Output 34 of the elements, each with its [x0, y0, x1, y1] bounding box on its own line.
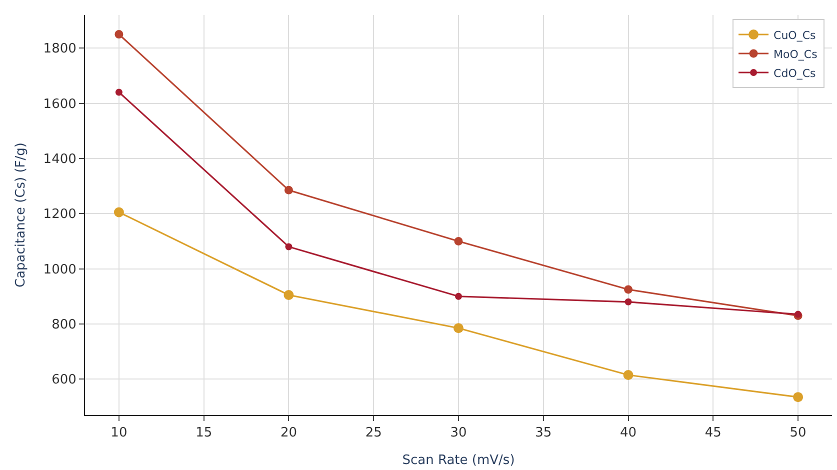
x-tick-label: 45	[704, 426, 722, 441]
legend-label: MoO_Cs	[774, 48, 818, 61]
point	[624, 285, 633, 294]
point	[114, 30, 124, 39]
legend-label: CdO_Cs	[774, 66, 816, 80]
y-axis-title: Capacitance (Cs) (F/g)	[13, 142, 28, 288]
x-tick-label: 25	[365, 426, 382, 441]
x-tick-label: 50	[790, 426, 806, 441]
y-tick-label: 800	[52, 318, 76, 333]
legend-label: CuO_Cs	[774, 28, 816, 42]
point	[285, 243, 292, 250]
point	[624, 298, 632, 306]
point	[793, 392, 804, 402]
y-tick-label: 1400	[43, 152, 76, 167]
y-tick-label: 1200	[43, 207, 76, 222]
x-tick-label: 40	[620, 426, 637, 441]
point	[454, 323, 464, 334]
y-tick-label: 1600	[43, 96, 76, 112]
point	[455, 292, 462, 300]
point	[284, 290, 294, 300]
x-axis-title: Scan Rate (mV/s)	[402, 453, 515, 468]
x-tick-label: 10	[110, 426, 128, 441]
y-tick-label: 1000	[43, 262, 76, 278]
y-tick-label: 1800	[43, 42, 76, 57]
x-tick-label: 15	[196, 426, 212, 441]
point	[284, 186, 293, 194]
x-tick-label: 30	[450, 426, 467, 441]
x-tick-label: 20	[280, 426, 298, 441]
point	[115, 88, 122, 96]
point	[623, 370, 634, 380]
point	[454, 236, 463, 246]
x-tick-label: 35	[535, 426, 552, 441]
point	[114, 207, 124, 218]
y-tick-label: 600	[52, 372, 76, 388]
